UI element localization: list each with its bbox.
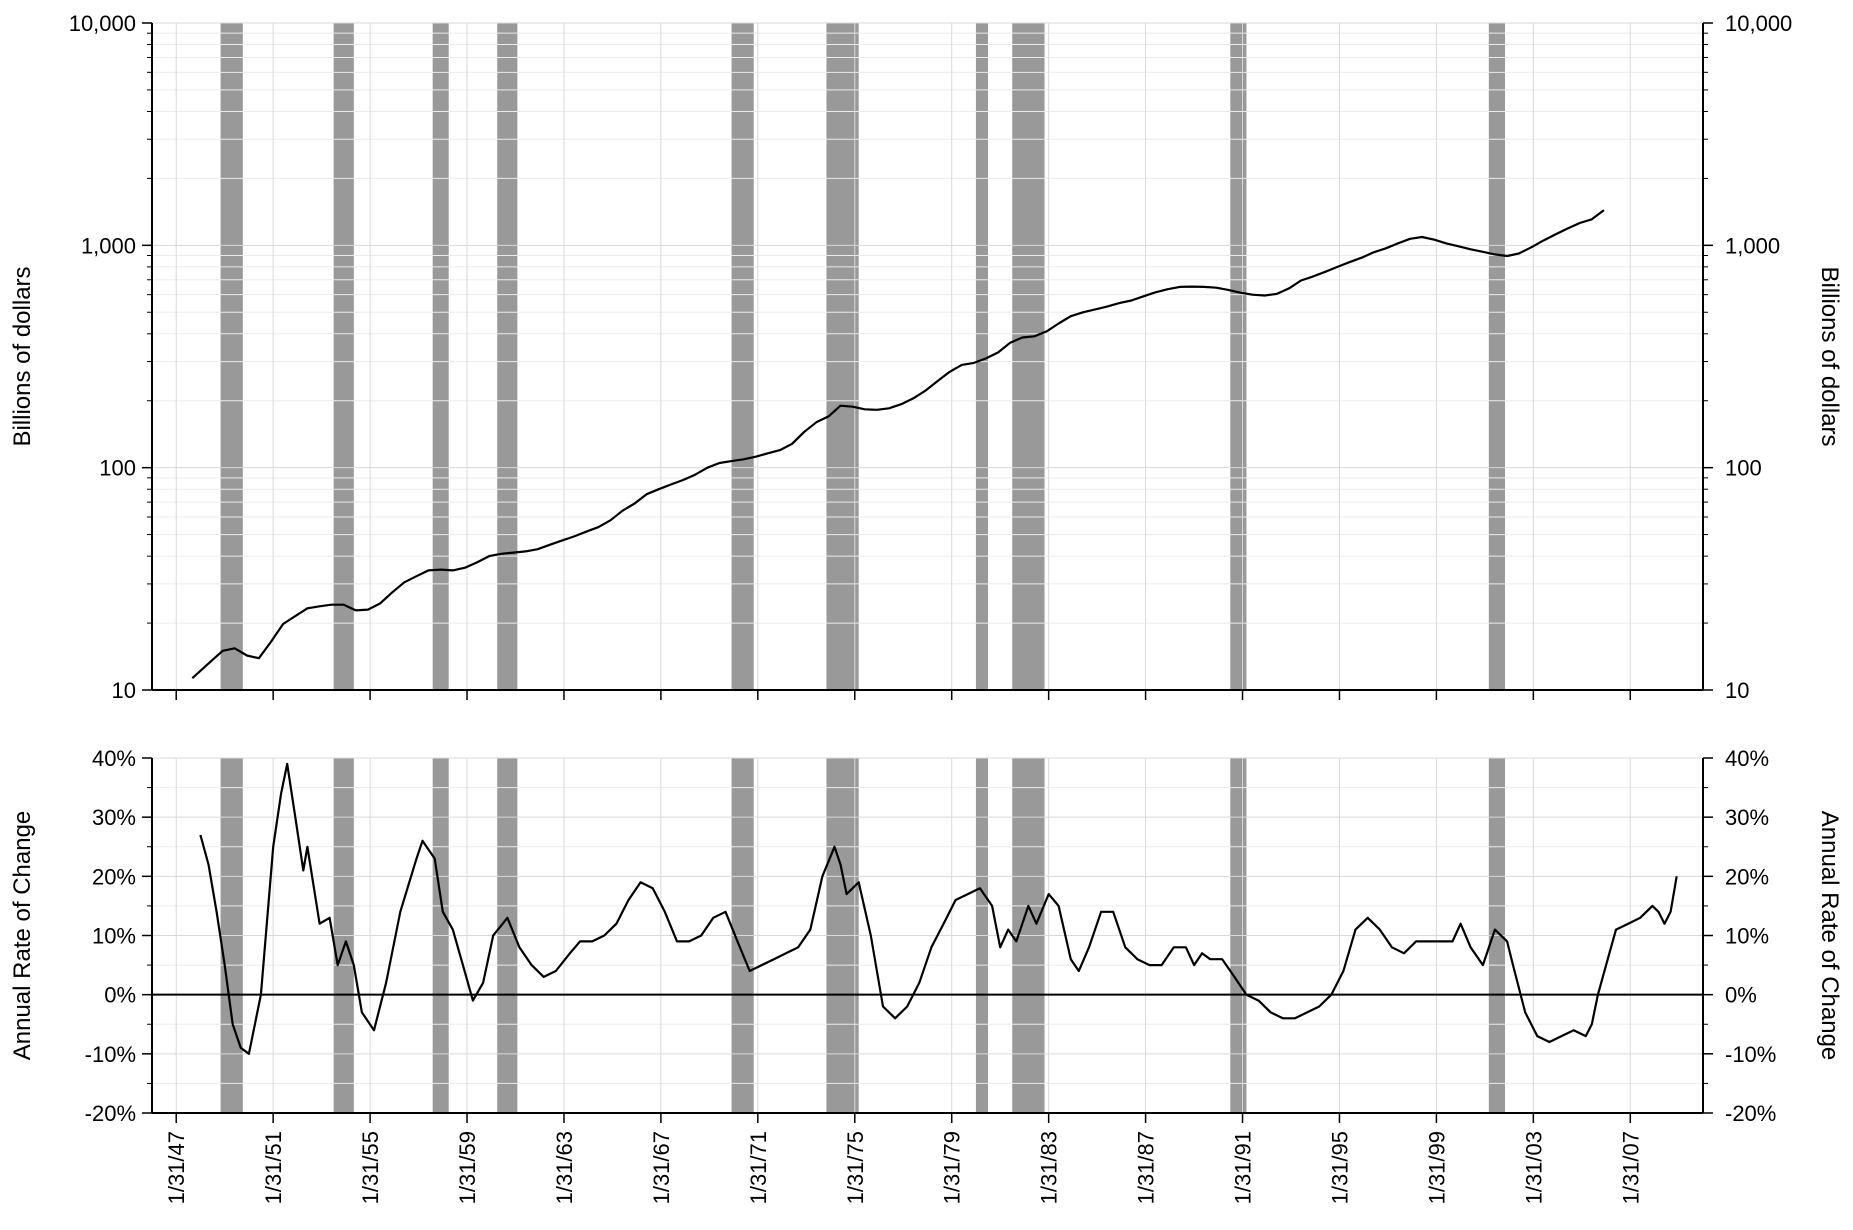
x-tick-label-4: 1/31/63 <box>552 1131 577 1204</box>
level-left-tick-label-2: 1,000 <box>81 233 136 258</box>
rate-right-tick-label-1: -10% <box>1725 1042 1776 1067</box>
rate-right-tick-label-5: 30% <box>1725 805 1769 830</box>
level-recession-band-9 <box>1488 23 1506 690</box>
x-tick-label-9: 1/31/83 <box>1037 1131 1062 1204</box>
level-recession-band-1 <box>333 23 354 690</box>
level-recession-band-2 <box>432 23 449 690</box>
level-recession-band-0 <box>220 23 243 690</box>
level-right-tick-label-3: 10,000 <box>1725 11 1792 36</box>
level-recession-band-6 <box>975 23 989 690</box>
x-tick-label-8: 1/31/79 <box>940 1131 965 1204</box>
x-tick-label-5: 1/31/67 <box>649 1131 674 1204</box>
rate-left-tick-label-2: 0% <box>104 983 136 1008</box>
rate-left-tick-label-0: -20% <box>85 1101 136 1126</box>
level-left-axis-title: Billions of dollars <box>9 266 36 446</box>
x-tick-label-1: 1/31/51 <box>261 1131 286 1204</box>
rate-right-axis-title: Annual Rate of Change <box>1816 811 1843 1061</box>
rate-right-tick-label-6: 40% <box>1725 746 1769 771</box>
rate-right-tick-label-0: -20% <box>1725 1101 1776 1126</box>
x-tick-label-10: 1/31/87 <box>1134 1131 1159 1204</box>
x-tick-label-7: 1/31/75 <box>843 1131 868 1204</box>
level-left-tick-label-3: 10,000 <box>69 11 136 36</box>
level-left-tick-label-1: 100 <box>99 456 136 481</box>
rate-right-tick-label-4: 20% <box>1725 864 1769 889</box>
rate-left-tick-label-6: 40% <box>92 746 136 771</box>
level-recession-band-3 <box>497 23 518 690</box>
level-panel: 10 10 100 100 1,000 1,000 10,000 10,000 Billions… <box>9 11 1843 703</box>
x-tick-label-2: 1/31/55 <box>358 1131 383 1204</box>
rate-panel: -20% -20% -10% -10% 0% 0% 10% 10% 20% 20% 30% 30% 40… <box>9 746 1843 1126</box>
x-tick-label-3: 1/31/59 <box>455 1131 480 1204</box>
x-tick-label-6: 1/31/71 <box>746 1131 771 1204</box>
level-recession-band-8 <box>1230 23 1247 690</box>
x-tick-label-11: 1/31/91 <box>1231 1131 1256 1204</box>
rate-left-tick-label-5: 30% <box>92 805 136 830</box>
rate-right-tick-label-2: 0% <box>1725 983 1757 1008</box>
level-recession-band-4 <box>731 23 754 690</box>
x-tick-label-13: 1/31/99 <box>1424 1131 1449 1204</box>
rate-left-tick-label-4: 20% <box>92 864 136 889</box>
level-recession-band-5 <box>826 23 859 690</box>
rate-series-line-0 <box>199 762 1678 1055</box>
rate-right-tick-label-3: 10% <box>1725 924 1769 949</box>
x-axis: 1/31/47 1/31/51 1/31/55 1/31/59 1/31/63 1/31/… <box>164 1131 1643 1204</box>
rate-left-tick-label-1: -10% <box>85 1042 136 1067</box>
x-tick-label-15: 1/31/07 <box>1618 1131 1643 1204</box>
level-right-tick-label-2: 1,000 <box>1725 233 1780 258</box>
x-tick-label-14: 1/31/03 <box>1521 1131 1546 1204</box>
level-series-line-0 <box>191 209 1605 680</box>
x-tick-label-0: 1/31/47 <box>164 1131 189 1204</box>
level-recession-band-7 <box>1012 23 1045 690</box>
rate-left-tick-label-3: 10% <box>92 924 136 949</box>
x-tick-label-12: 1/31/95 <box>1328 1131 1353 1204</box>
level-right-tick-label-0: 10 <box>1725 678 1749 703</box>
level-left-tick-label-0: 10 <box>112 678 136 703</box>
level-right-axis-title: Billions of dollars <box>1816 266 1843 446</box>
rate-left-axis-title: Annual Rate of Change <box>9 811 36 1061</box>
level-right-tick-label-1: 100 <box>1725 456 1762 481</box>
